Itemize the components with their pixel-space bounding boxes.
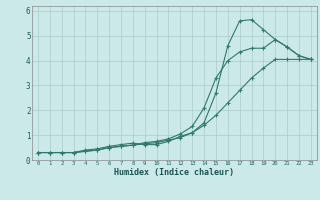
X-axis label: Humidex (Indice chaleur): Humidex (Indice chaleur) [115,168,234,177]
